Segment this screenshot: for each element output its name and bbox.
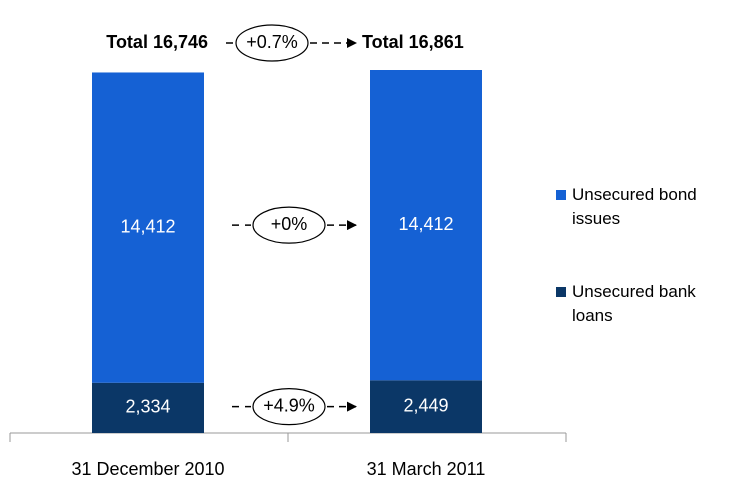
value-label: 2,334 — [125, 397, 170, 417]
total-label: Total 16,861 — [362, 32, 464, 52]
change-label: +4.9% — [263, 395, 315, 415]
legend-label: Unsecured bank loans — [572, 282, 696, 325]
total-label: Total 16,746 — [106, 32, 208, 52]
legend-swatch — [556, 287, 566, 297]
x-tick-label: 31 December 2010 — [71, 459, 224, 479]
value-label: 14,412 — [120, 216, 175, 236]
bar-segment — [92, 382, 204, 433]
bar-segment — [370, 70, 482, 381]
bar-segment — [370, 380, 482, 433]
legend-label: Unsecured bond issues — [572, 185, 697, 228]
change-bubble — [252, 206, 326, 244]
legend-swatch — [556, 190, 566, 200]
change-bubble — [235, 24, 309, 62]
legend-item: Unsecured bond issues — [556, 183, 731, 231]
change-label: +0.7% — [246, 32, 298, 52]
value-label: 2,449 — [403, 395, 448, 415]
change-label: +0% — [271, 214, 308, 234]
bar-segment — [92, 72, 204, 383]
x-tick-label: 31 March 2011 — [367, 459, 486, 479]
legend-item: Unsecured bank loans — [556, 280, 731, 328]
change-bubble — [252, 388, 326, 426]
value-label: 14,412 — [398, 214, 453, 234]
